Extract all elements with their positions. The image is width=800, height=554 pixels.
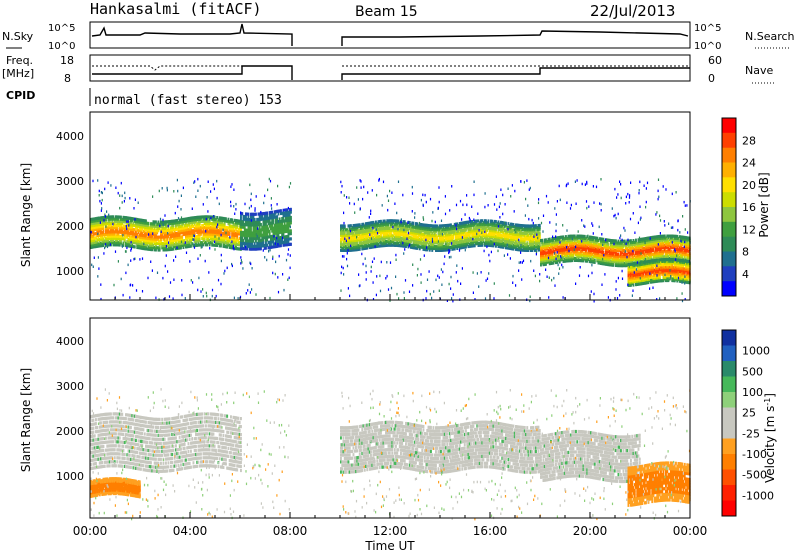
- power-cell: [276, 215, 278, 218]
- radar-summary-plot: Hankasalmi (fitACF) Beam 15 22/Jul/2013 …: [0, 0, 800, 554]
- nave-tick-bottom: 0: [708, 72, 715, 85]
- nsky-label: N.Sky: [2, 30, 34, 43]
- power-cell: [290, 208, 292, 211]
- nsky-tick-top: 10^5: [48, 23, 75, 34]
- power-cell: [290, 243, 292, 246]
- nsky-trace-2: [342, 31, 688, 46]
- power-cell: [290, 216, 292, 219]
- nave-label: Nave: [745, 64, 773, 77]
- nsearch-tick-bottom: 10^0: [694, 41, 721, 52]
- power-cell: [541, 239, 543, 242]
- station-title: Hankasalmi (fitACF): [90, 0, 262, 18]
- power-cell: [488, 219, 490, 222]
- nsearch-label: N.Search: [745, 30, 795, 43]
- power-cell: [344, 225, 346, 228]
- freq-tick-bottom: 8: [64, 72, 71, 85]
- freq-label-2: [MHz]: [2, 67, 34, 80]
- cpid-label: CPID: [6, 89, 35, 102]
- power-cell: [539, 224, 541, 227]
- nsky-panel-frame: [90, 22, 690, 48]
- power-cell: [248, 213, 250, 216]
- power-cell: [594, 259, 596, 262]
- power-cell: [526, 241, 528, 244]
- power-cell: [255, 213, 257, 216]
- nave-tick-top: 60: [708, 54, 722, 67]
- power-cell: [635, 239, 637, 242]
- power-cell: [290, 237, 292, 240]
- power-cell: [134, 245, 136, 248]
- power-cell: [290, 229, 292, 232]
- beam-label: Beam 15: [355, 4, 418, 20]
- nsearch-tick-top: 10^5: [694, 23, 721, 34]
- nsky-trace-1: [92, 24, 292, 46]
- date-label: 22/Jul/2013: [590, 2, 675, 20]
- power-cell: [148, 222, 150, 225]
- power-cell: [269, 230, 271, 233]
- freq-trace-2: [342, 68, 690, 80]
- power-cell: [241, 212, 243, 215]
- freq-tick-top: 18: [60, 54, 74, 67]
- power-cell: [505, 222, 507, 225]
- power-cell: [413, 222, 415, 225]
- nsky-tick-bottom: 10^0: [48, 41, 75, 52]
- freq-label-1: Freq.: [6, 54, 33, 67]
- power-cell: [608, 242, 610, 245]
- power-data-layer: [90, 178, 691, 303]
- cpid-value: normal (fast stereo) 153: [94, 93, 282, 108]
- freq-trace-1: [92, 66, 292, 80]
- power-cell: [266, 212, 268, 215]
- power-cell: [539, 231, 541, 234]
